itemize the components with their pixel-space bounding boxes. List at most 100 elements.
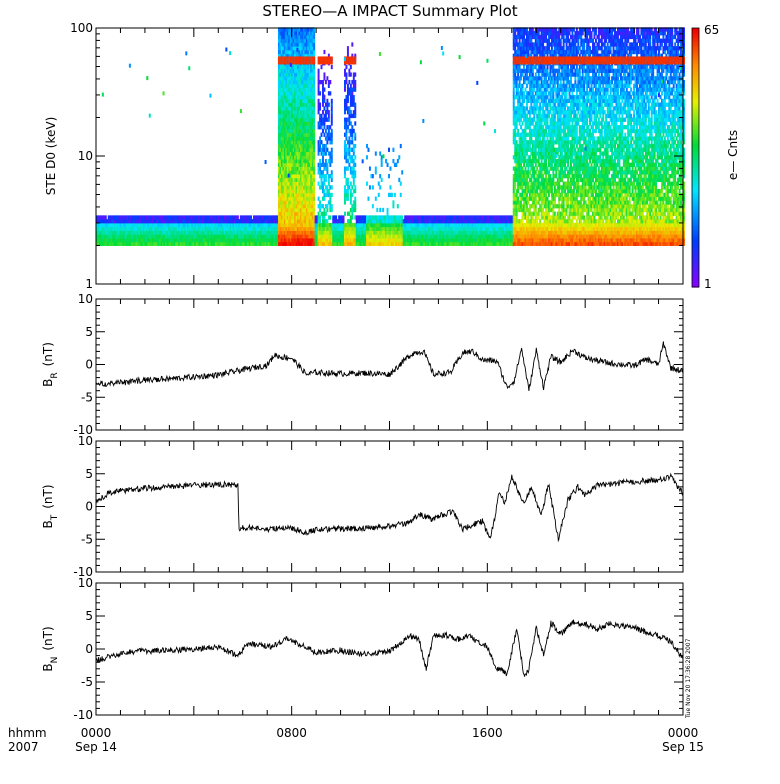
spectrogram-cell xyxy=(520,155,523,160)
spectrogram-cell xyxy=(302,34,305,40)
spectrogram-cell xyxy=(279,46,282,51)
spectrogram-cell xyxy=(380,234,383,239)
spectrogram-cell xyxy=(313,207,316,213)
spectrogram-cell xyxy=(479,234,481,239)
spectrogram-cell xyxy=(286,128,289,134)
spectrogram-cell xyxy=(512,113,515,119)
spectrogram-cell xyxy=(503,241,506,246)
spectrogram-cell xyxy=(512,27,515,32)
spectrogram-cell xyxy=(104,234,107,239)
spectrogram-cell xyxy=(380,162,383,167)
spectrogram-cell xyxy=(319,162,322,167)
spectrogram-cell xyxy=(97,215,100,220)
spectrogram-cell xyxy=(176,230,179,235)
spectrogram-cell xyxy=(201,222,204,228)
spectrogram-cell xyxy=(451,226,454,231)
spectrogram-cell xyxy=(307,117,310,122)
spectrogram-cell xyxy=(279,192,282,198)
spectrogram-cell xyxy=(295,211,298,216)
spectrogram-cell xyxy=(514,125,517,130)
spectrogram-cell xyxy=(351,204,354,209)
spectrogram-cell xyxy=(368,237,371,243)
spectrogram-cell xyxy=(280,177,283,183)
spectrogram-cell xyxy=(304,87,307,92)
spectrogram-cell xyxy=(355,241,358,246)
spectrogram-cell xyxy=(179,226,182,231)
spectrogram-cell xyxy=(531,68,534,73)
spectrogram-cell xyxy=(132,222,135,228)
spectrogram-cell xyxy=(279,102,282,107)
spectrogram-cell xyxy=(276,226,279,231)
spectrogram-cell xyxy=(175,222,178,228)
spectrogram-cell xyxy=(530,177,533,183)
spectrogram-cell xyxy=(517,102,520,107)
spectrogram-cell xyxy=(452,215,455,220)
spectrogram-cell xyxy=(164,222,167,228)
spectrogram-cell xyxy=(288,226,291,231)
spectrogram-cell xyxy=(423,241,426,246)
spectrogram-cell xyxy=(342,226,345,231)
spectrogram-cell xyxy=(351,230,354,235)
spectrogram-cell xyxy=(301,226,304,231)
spectrogram-cell xyxy=(304,68,307,73)
spectrogram-cell xyxy=(439,219,442,224)
spectrogram-cell xyxy=(295,31,298,36)
spectrogram-cell xyxy=(512,110,515,115)
spectrogram-cell xyxy=(208,230,211,235)
spectrogram-cell xyxy=(311,42,314,47)
spectrogram-cell xyxy=(291,76,294,81)
spectrogram-cell xyxy=(473,234,476,239)
spectrogram-cell xyxy=(298,219,301,224)
spectrogram-cell xyxy=(302,222,305,228)
spectrogram-cell xyxy=(299,72,302,77)
spectrogram-cell xyxy=(279,181,282,186)
spectrogram-cell xyxy=(503,215,506,220)
spectrogram-cell xyxy=(316,234,319,239)
spectrogram-cell xyxy=(520,151,523,156)
spectrogram-cell xyxy=(288,72,291,77)
spectrogram-cell xyxy=(308,64,311,70)
spectrogram-cell xyxy=(147,241,150,246)
spectrogram-cell xyxy=(311,98,314,104)
spectrogram-cell xyxy=(517,222,520,228)
spectrogram-cell xyxy=(301,113,304,119)
spectrogram-cell xyxy=(295,151,298,156)
spectrogram-cell xyxy=(393,192,396,198)
spectrogram-cell xyxy=(298,136,301,141)
spectrogram-cell xyxy=(201,237,204,243)
spectrogram-cell xyxy=(344,87,346,92)
spectrogram-cell xyxy=(279,200,282,205)
spectrogram-cell xyxy=(282,226,285,231)
spectrogram-cell xyxy=(484,222,487,228)
spectrogram-cell xyxy=(335,222,338,228)
spectrogram-cell xyxy=(294,162,297,167)
spectrogram-cell xyxy=(329,132,332,137)
spectrogram-cell xyxy=(342,237,345,243)
spectrogram-cell xyxy=(349,241,352,246)
spectrogram-cell xyxy=(351,53,354,58)
spectrogram-cell xyxy=(308,95,311,100)
spectrogram-cell xyxy=(515,200,518,205)
spectrogram-cell xyxy=(311,147,314,152)
spectrogram-cell xyxy=(389,230,392,235)
spectrogram-cell xyxy=(321,155,324,160)
spectrogram-cell xyxy=(216,215,219,220)
spectrogram-cell xyxy=(156,234,159,239)
spectrogram-cell xyxy=(404,222,407,228)
spectrogram-cell xyxy=(430,226,433,231)
spectrogram-cell xyxy=(429,234,432,239)
spectrogram-cell xyxy=(154,230,157,235)
spectrogram-cell xyxy=(163,222,166,228)
spectrogram-cell xyxy=(523,98,526,104)
spectrogram-cell xyxy=(458,241,461,246)
spectrogram-cell xyxy=(283,49,286,55)
spectrogram-cell xyxy=(390,241,393,246)
spectrogram-cell xyxy=(308,113,311,119)
spectrogram-cell xyxy=(479,241,481,246)
spectrogram-cell xyxy=(292,95,295,100)
spectrogram-cell xyxy=(301,234,304,239)
spectrogram-cell xyxy=(536,102,539,107)
spectrogram-cell xyxy=(285,192,288,198)
spectrogram-cell xyxy=(311,174,314,179)
spectrogram-cell xyxy=(512,68,515,73)
